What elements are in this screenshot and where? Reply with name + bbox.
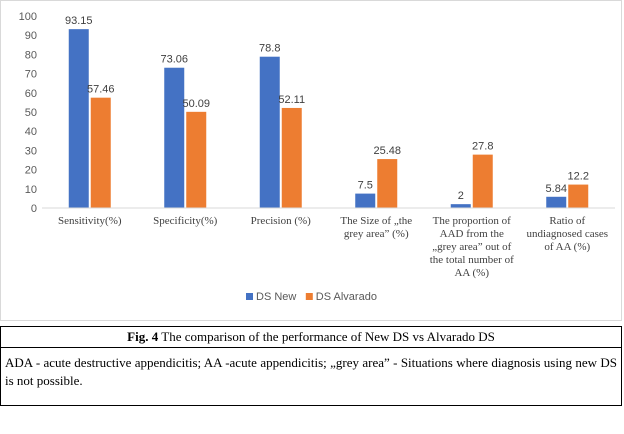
data-labels: 93.15 57.46 73.06 50.09 78.8 52.11 7.5 25.48 2 27… (65, 15, 589, 202)
legend-swatch (305, 293, 313, 300)
y-tick-label: 100 (19, 11, 37, 23)
abbreviation-note: ADA - acute destructive appendicitis; AA… (5, 355, 617, 388)
data-label: 5.84 (546, 183, 567, 195)
legend-label: DS Alvarado (316, 291, 377, 303)
x-category-label-line: of AA (%) (544, 241, 590, 253)
x-category-label: The proportion of AAD from the „grey area”… (430, 215, 514, 279)
x-category-label: Precision (%) (251, 215, 312, 227)
figure-caption-text: The comparison of the performance of New… (161, 329, 495, 344)
x-category-label-line: grey area” (%) (344, 228, 409, 240)
bar-ds-alvarado (90, 97, 111, 208)
y-tick-label: 0 (31, 203, 37, 215)
bar-ds-alvarado (186, 111, 207, 208)
y-tick-label: 30 (25, 145, 37, 157)
legend: DS New DS Alvarado (246, 291, 377, 303)
bar-ds-alvarado (377, 159, 398, 208)
y-tick-label: 70 (25, 69, 37, 81)
y-tick-label: 40 (25, 126, 37, 138)
data-label: 52.11 (278, 94, 305, 106)
data-label: 12.2 (568, 171, 589, 183)
chart-frame: 0 10 20 30 40 50 60 70 80 90 100 93.15 57.46 73.06 50… (0, 0, 622, 321)
data-label: 73.06 (160, 54, 188, 66)
bar-ds-new (164, 67, 185, 209)
data-label: 27.8 (472, 141, 493, 153)
x-category-label-line: Sensitivity(%) (58, 215, 122, 227)
y-tick-label: 50 (25, 107, 37, 119)
x-category-label-line: the total number of (430, 254, 514, 266)
x-category-label-line: AA (%) (454, 267, 489, 279)
bars (68, 29, 589, 209)
x-category-label: Sensitivity(%) (58, 215, 122, 227)
x-category-label: Specificity(%) (153, 215, 217, 227)
bar-ds-alvarado (472, 154, 493, 208)
x-category-label-line: Specificity(%) (153, 215, 217, 227)
data-label: 93.15 (65, 15, 93, 27)
bar-ds-new (450, 204, 471, 208)
bar-ds-new (546, 196, 567, 208)
y-tick-label: 90 (25, 30, 37, 42)
data-label: 78.8 (259, 43, 280, 55)
y-tick-label: 10 (25, 184, 37, 196)
y-axis: 0 10 20 30 40 50 60 70 80 90 100 (19, 11, 37, 215)
x-category-label-line: AAD from the (440, 228, 504, 240)
x-category-label: Ratio of undiagnosed cases of AA (%) (526, 215, 608, 253)
x-category-label-line: Precision (%) (251, 215, 312, 227)
legend-label: DS New (256, 291, 296, 303)
x-category-label-line: undiagnosed cases (526, 228, 608, 240)
data-label: 50.09 (182, 98, 210, 110)
bar-ds-alvarado (568, 184, 589, 208)
data-label: 25.48 (373, 145, 401, 157)
x-category-label: The Size of „the grey area” (%) (340, 215, 412, 240)
bar-chart: 0 10 20 30 40 50 60 70 80 90 100 93.15 57.46 73.06 50… (19, 11, 615, 303)
x-category-label-line: Ratio of (549, 215, 585, 227)
data-label: 2 (458, 190, 464, 202)
bar-ds-new (68, 29, 89, 208)
figure-caption: Fig. 4 The comparison of the performance… (1, 327, 621, 348)
x-axis: Sensitivity(%) Specificity(%) Precision (%… (42, 207, 615, 279)
x-category-label-line: „grey area” out of (432, 241, 511, 253)
data-label: 57.46 (87, 84, 115, 96)
bar-ds-new (259, 56, 280, 209)
figure-label: Fig. 4 (127, 329, 159, 344)
y-tick-label: 60 (25, 88, 37, 100)
y-tick-label: 80 (25, 49, 37, 61)
x-category-label-line: The Size of „the (340, 215, 412, 227)
y-tick-label: 20 (25, 165, 37, 177)
bar-ds-new (355, 193, 376, 208)
figure-caption-box: Fig. 4 The comparison of the performance… (0, 326, 622, 406)
legend-swatch (246, 293, 253, 300)
x-category-label-line: The proportion of (433, 215, 512, 227)
data-label: 7.5 (358, 180, 373, 192)
bar-ds-alvarado (281, 107, 302, 208)
